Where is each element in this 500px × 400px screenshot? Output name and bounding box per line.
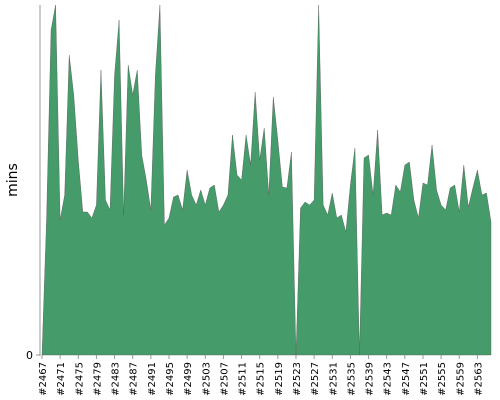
y-tick-label: 0 — [26, 349, 33, 362]
x-tick-label: #2471 — [56, 362, 67, 396]
x-tick-label: #2539 — [365, 362, 376, 396]
x-tick-label: #2563 — [473, 362, 484, 396]
x-tick-label: #2479 — [92, 362, 103, 396]
x-tick-label: #2475 — [74, 362, 85, 396]
x-tick-label: #2551 — [419, 362, 430, 396]
x-tick-label: #2555 — [437, 362, 448, 396]
x-tick-label: #2495 — [165, 362, 176, 396]
x-tick-label: #2519 — [274, 362, 285, 396]
x-tick-label: #2547 — [401, 362, 412, 396]
x-tick-label: #2499 — [183, 362, 194, 396]
x-tick-label: #2531 — [328, 362, 339, 396]
x-tick-label: #2467 — [38, 362, 49, 396]
x-tick-label: #2511 — [238, 362, 249, 396]
x-tick-label: #2559 — [455, 362, 466, 396]
x-tick-label: #2507 — [219, 362, 230, 396]
x-tick-label: #2487 — [129, 362, 140, 396]
x-tick-label: #2535 — [346, 362, 357, 396]
x-tick-label: #2523 — [292, 362, 303, 396]
x-tick-label: #2491 — [147, 362, 158, 396]
y-axis-label: mins — [5, 163, 21, 197]
x-tick-label: #2543 — [383, 362, 394, 396]
x-tick-label: #2527 — [310, 362, 321, 396]
x-tick-label: #2483 — [111, 362, 122, 396]
x-tick-label: #2515 — [256, 362, 267, 396]
x-tick-label: #2503 — [201, 362, 212, 396]
area — [41, 4, 492, 356]
